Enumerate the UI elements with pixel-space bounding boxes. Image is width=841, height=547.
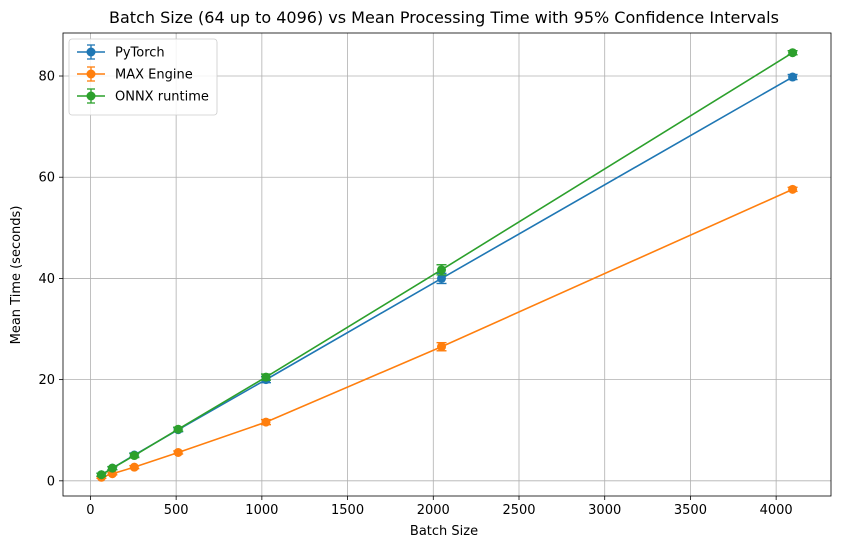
chart-title: Batch Size (64 up to 4096) vs Mean Proce… [109,8,779,27]
data-point [788,48,798,58]
x-tick-label: 0 [86,503,94,518]
data-series [96,48,798,482]
y-tick-label: 60 [38,171,55,186]
y-tick-label: 80 [38,70,55,85]
axes: 0 500 1000 1500 2000 2500 3000 3500 4000 0 20 40 60 8… [38,32,832,518]
series-onnx-runtime [96,48,798,480]
x-tick-label: 4000 [760,503,793,518]
y-tick-label: 20 [38,373,55,388]
x-axis-label: Batch Size [410,524,478,539]
data-point [129,462,139,472]
data-point [173,424,183,434]
y-tick-label: 0 [47,474,55,489]
data-point [788,184,798,194]
legend-handle-marker [86,47,96,57]
x-tick-label: 3500 [674,503,707,518]
x-tick-label: 1000 [245,503,278,518]
legend-label-onnx-runtime: ONNX runtime [115,90,209,105]
x-tick-label: 1500 [331,503,364,518]
data-point [437,265,447,275]
grid-lines [63,33,831,496]
legend-box [68,38,218,116]
data-point [788,72,798,82]
data-point [261,417,271,427]
data-point [437,273,447,283]
legend-label-max-engine: MAX Engine [115,68,193,83]
x-tick-label: 500 [164,503,189,518]
legend-label-pytorch: PyTorch [115,46,165,61]
data-point [173,447,183,457]
data-point [129,451,139,461]
series-max-engine [96,184,798,482]
plot-frame [62,32,832,497]
y-tick-label: 40 [38,272,55,287]
data-point [261,372,271,382]
data-point [107,463,117,473]
legend-handle-marker [86,91,96,101]
legend-handle-marker [86,69,96,79]
y-axis-label: Mean Time (seconds) [9,206,24,345]
data-point [96,470,106,480]
x-tick-label: 2000 [417,503,450,518]
data-point [437,342,447,352]
x-tick-label: 2500 [502,503,535,518]
x-tick-label: 3000 [588,503,621,518]
legend: PyTorch MAX Engine ONNX runtime [68,38,218,116]
